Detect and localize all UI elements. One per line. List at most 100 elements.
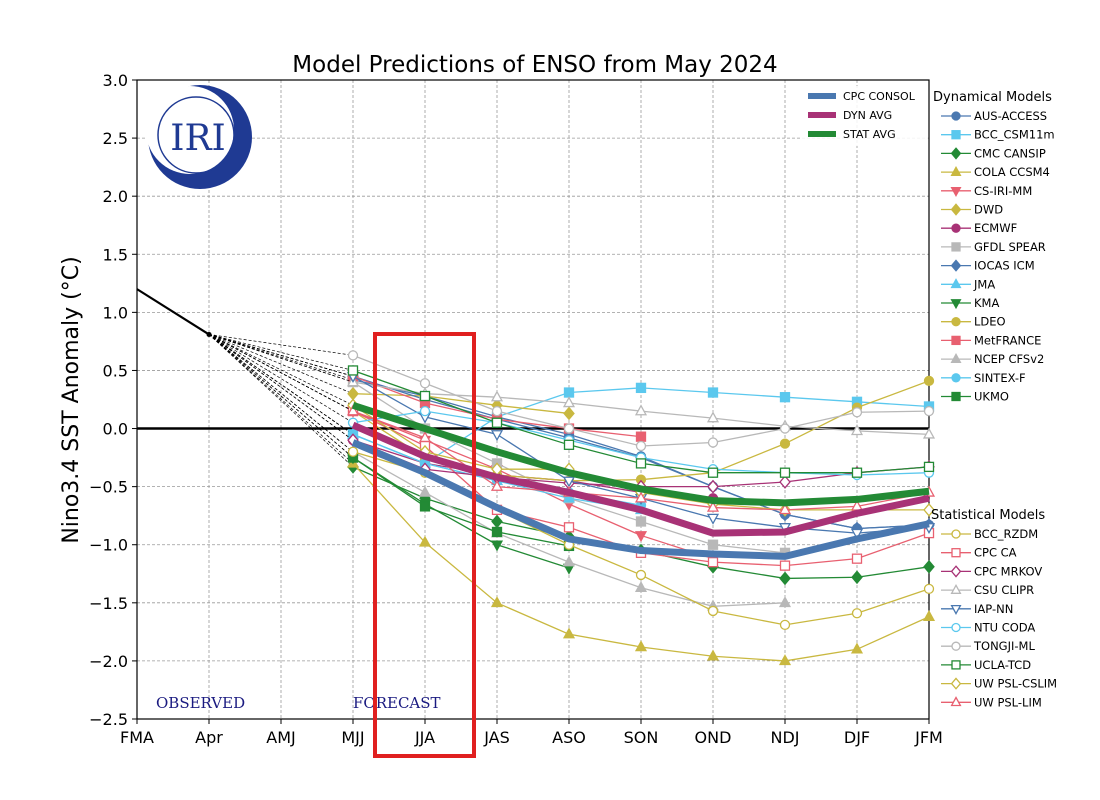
model-point (490, 390, 504, 402)
legend-marker (950, 604, 962, 615)
model-point (418, 535, 432, 547)
legend-label: STAT AVG (843, 128, 896, 141)
y-axis-label: Nino3.4 SST Anomaly (°C) (59, 256, 84, 543)
average-line (351, 401, 930, 507)
model-point (923, 405, 935, 417)
model-point (347, 365, 359, 376)
model-point (779, 392, 791, 403)
legend-label: CPC MRKOV (974, 564, 1042, 578)
observed-to-forecast-connector (208, 334, 354, 453)
legend-label: DYN AVG (843, 109, 892, 122)
observed-to-forecast-connector (208, 334, 354, 464)
legend-label: GFDL SPEAR (974, 240, 1046, 254)
model-point (419, 405, 431, 417)
legend-label: LDEO (974, 315, 1006, 329)
average-line (351, 439, 930, 560)
legend-label: CS-IRI-MM (974, 184, 1032, 198)
legend-marker (951, 548, 961, 558)
model-point (347, 386, 359, 401)
legend-marker (951, 641, 961, 651)
legend-label: CMC CANSIP (974, 146, 1046, 160)
model-point (778, 654, 792, 666)
model-point (491, 526, 503, 538)
legend-label: AUS-ACCESS (974, 109, 1047, 123)
y-tick-label: 0.5 (103, 361, 128, 380)
model-point (634, 531, 648, 543)
model-point (851, 608, 863, 619)
legend-marker (951, 242, 961, 252)
model-line (352, 457, 570, 569)
x-tick-label: FMA (120, 728, 154, 747)
x-tick-label: NDJ (770, 728, 799, 747)
model-point (923, 375, 935, 387)
y-tick-label: −1.5 (89, 594, 128, 613)
model-point (635, 516, 647, 527)
model-point (635, 440, 647, 452)
legend-label: CSU CLIPR (974, 583, 1034, 597)
x-tick-label: Apr (195, 728, 223, 747)
y-tick-label: 1.5 (103, 245, 128, 264)
y-tick-label: 2.0 (103, 187, 128, 206)
x-tick-label: DJF (844, 728, 870, 747)
x-tick-label: ASO (552, 728, 586, 747)
model-point (562, 627, 576, 639)
forecast-label: FORECAST (353, 694, 441, 712)
dynamical-legend-title: Dynamical Models (933, 90, 1052, 105)
model-point (634, 491, 648, 503)
legend-label: COLA CCSM4 (974, 165, 1050, 179)
legend-marker (950, 299, 962, 310)
model-point (562, 555, 576, 567)
x-tick-label: SON (624, 728, 659, 747)
legend-label: NTU CODA (974, 621, 1035, 635)
observed-line (136, 288, 210, 336)
legend-marker (951, 660, 961, 670)
y-tick-label: −2.0 (89, 652, 128, 671)
model-point (491, 405, 503, 417)
observed-label: OBSERVED (156, 694, 245, 712)
model-point (635, 458, 647, 469)
model-point (490, 540, 504, 552)
y-tick-label: 3.0 (103, 71, 128, 90)
model-point (346, 404, 360, 416)
legend-label: KMA (974, 296, 999, 310)
average-line (351, 421, 930, 537)
y-tick-label: −0.5 (89, 478, 128, 497)
model-point (706, 649, 720, 661)
observed-to-forecast-connector (208, 334, 354, 468)
legend-marker (950, 565, 962, 578)
legend-marker (951, 223, 961, 233)
model-point (779, 423, 791, 434)
x-tick-label: JAS (483, 728, 510, 747)
model-point (850, 424, 864, 436)
model-point (707, 437, 719, 448)
model-point (419, 390, 431, 402)
model-point (563, 439, 575, 450)
legend-label: MetFRANCE (974, 333, 1041, 347)
model-point (778, 503, 792, 515)
logo-text: IRI (170, 118, 226, 159)
model-point (707, 467, 719, 478)
legend-label: CPC CONSOL (843, 90, 916, 103)
x-tick-label: OND (695, 728, 732, 747)
model-point (634, 640, 648, 652)
observed-to-forecast-connector (208, 334, 354, 412)
x-tick-label: MJJ (341, 728, 364, 747)
legend-label: TONGJI-ML (973, 639, 1035, 653)
model-point (563, 406, 575, 421)
model-point (563, 522, 575, 533)
legend-marker (951, 130, 961, 140)
x-tick-label: JFM (914, 728, 943, 747)
legend-marker (950, 165, 962, 176)
observed-to-forecast-connector (208, 334, 354, 406)
model-point (779, 571, 791, 586)
legend-label: SINTEX-F (974, 371, 1026, 385)
legend-marker (950, 147, 962, 160)
y-tick-label: −2.5 (89, 710, 128, 729)
model-point (851, 467, 863, 478)
legend-marker (951, 373, 961, 383)
legend-label: NCEP CFSv2 (974, 352, 1044, 366)
model-point (707, 539, 719, 550)
observed-to-forecast-connector (208, 334, 354, 458)
legend-marker (951, 529, 961, 539)
model-point (491, 514, 503, 529)
